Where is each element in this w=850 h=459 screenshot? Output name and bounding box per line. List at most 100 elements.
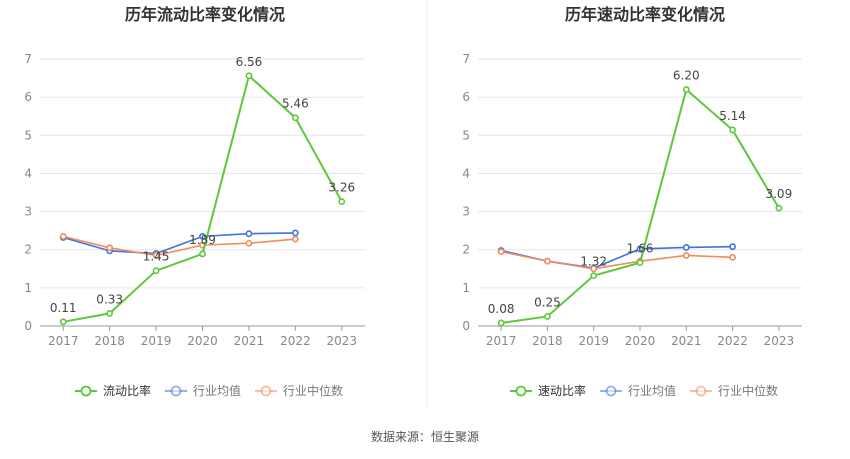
data-label: 1.32 — [580, 255, 607, 269]
y-tick-label: 2 — [462, 243, 470, 257]
data-point — [245, 230, 253, 238]
data-label: 5.14 — [719, 109, 746, 123]
x-tick-label: 2019 — [141, 334, 172, 348]
series-line — [63, 73, 343, 323]
data-point — [590, 272, 598, 280]
legend-swatch-marker — [260, 385, 272, 397]
data-label: 3.09 — [765, 187, 792, 201]
chart-title: 历年流动比率变化情况 — [125, 5, 285, 24]
legend-label: 行业均值 — [628, 383, 676, 398]
data-source-note: 数据来源：恒生聚源 — [370, 430, 479, 444]
data-point — [106, 244, 114, 252]
legend-label: 行业中位数 — [718, 383, 778, 398]
x-tick-label: 2017 — [486, 334, 517, 348]
x-tick-label: 2019 — [578, 334, 609, 348]
x-tick-label: 2020 — [625, 334, 656, 348]
x-tick-label: 2022 — [717, 334, 748, 348]
legend-item: 行业均值 — [165, 383, 241, 398]
y-tick-label: 6 — [462, 90, 470, 104]
data-point — [291, 229, 299, 237]
data-point — [291, 114, 299, 122]
data-point — [106, 310, 114, 317]
series-line — [500, 250, 733, 270]
legend-item: 行业均值 — [600, 383, 676, 398]
data-point — [59, 232, 67, 240]
legend-item: 速动比率 — [510, 383, 586, 398]
legend-item: 行业中位数 — [255, 383, 343, 398]
data-point — [729, 126, 736, 134]
series-line — [63, 235, 296, 257]
data-label: 1.45 — [143, 250, 170, 264]
data-point — [291, 235, 299, 243]
legend-label: 速动比率 — [538, 383, 586, 398]
data-label: 0.11 — [50, 301, 77, 315]
legend-label: 行业中位数 — [283, 383, 343, 398]
data-point — [682, 252, 690, 259]
data-label: 6.56 — [236, 55, 263, 69]
y-tick-label: 4 — [462, 166, 470, 180]
chart-panel-2: 历年速动比率变化情况 0 1 2 3 4 5 6 7 2017 2018 2019 2020 2021 20… — [462, 5, 802, 398]
data-label: 0.25 — [534, 295, 561, 309]
series-industry-avg — [497, 243, 736, 272]
data-label: 1.66 — [627, 242, 654, 256]
data-label: 3.26 — [328, 181, 355, 195]
y-tick-label: 7 — [462, 52, 470, 66]
data-point — [775, 204, 783, 212]
legend-label: 流动比率 — [103, 383, 151, 398]
legend: 流动比率 行业均值 行业中位数 — [75, 383, 343, 398]
chart-title: 历年速动比率变化情况 — [565, 5, 725, 24]
data-point — [497, 248, 505, 256]
y-tick-label: 5 — [462, 128, 470, 142]
chart-panel-1: 历年流动比率变化情况 0 1 2 3 4 5 6 7 2017 2018 2019 2020 2021 20… — [24, 5, 365, 398]
y-tick-label: 1 — [462, 281, 470, 295]
legend-item: 行业中位数 — [690, 383, 778, 398]
data-point — [590, 265, 598, 273]
data-label: 1.89 — [189, 233, 216, 247]
y-tick-label: 3 — [24, 205, 32, 219]
data-point — [729, 253, 736, 261]
y-tick-label: 1 — [24, 281, 32, 295]
legend-swatch-marker — [80, 385, 92, 397]
data-point — [682, 244, 690, 251]
data-point — [682, 86, 690, 93]
legend-swatch-marker — [695, 385, 707, 397]
y-tick-label: 3 — [462, 205, 470, 219]
y-tick-label: 0 — [24, 319, 32, 333]
x-tick-label: 2020 — [187, 334, 218, 348]
series-industry-avg — [59, 229, 299, 257]
series-line — [62, 232, 296, 255]
data-point — [245, 239, 253, 247]
data-point — [199, 250, 206, 258]
x-tick-label: 2018 — [532, 334, 563, 348]
data-label: 5.46 — [282, 97, 309, 111]
x-tick-label: 2018 — [94, 334, 125, 348]
data-point — [152, 267, 160, 275]
series-company — [497, 86, 783, 327]
data-point — [338, 198, 346, 206]
y-tick-label: 4 — [24, 166, 32, 180]
x-tick-label: 2023 — [327, 334, 358, 348]
x-tick-label: 2022 — [280, 334, 311, 348]
data-point — [729, 243, 736, 251]
data-point — [636, 245, 644, 253]
series-company — [59, 72, 346, 326]
data-label: 0.33 — [96, 292, 123, 306]
y-tick-label: 5 — [24, 128, 32, 142]
legend-swatch-marker — [170, 385, 182, 397]
legend-label: 行业均值 — [193, 383, 241, 398]
data-point — [152, 252, 160, 259]
x-tick-label: 2023 — [764, 334, 795, 348]
legend: 速动比率 行业均值 行业中位数 — [510, 383, 778, 398]
series-industry-median — [59, 232, 299, 259]
data-point — [245, 72, 253, 80]
x-tick-label: 2021 — [234, 334, 265, 348]
data-label: 6.20 — [673, 69, 700, 83]
series-industry-median — [497, 248, 736, 273]
data-point — [544, 257, 551, 265]
y-tick-label: 2 — [24, 243, 32, 257]
x-tick-label: 2021 — [671, 334, 702, 348]
data-point — [544, 313, 551, 320]
data-point — [199, 232, 206, 240]
legend-item: 流动比率 — [75, 383, 151, 398]
